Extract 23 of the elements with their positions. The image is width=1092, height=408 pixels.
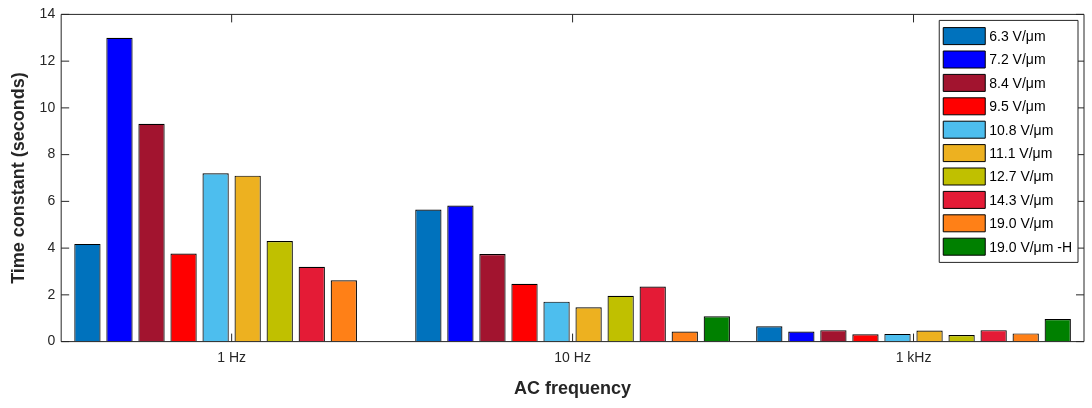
y-tick-label: 2	[47, 285, 56, 302]
legend-label: 9.5 V/μm	[989, 98, 1046, 115]
y-tick-label: 0	[47, 332, 56, 349]
legend-label: 14.3 V/μm	[989, 191, 1054, 208]
legend-label: 19.0 V/μm -H	[989, 238, 1073, 255]
legend-label: 10.8 V/μm	[989, 121, 1054, 138]
x-tick-label: 1 Hz	[217, 348, 247, 365]
legend-label: 11.1 V/μm	[989, 144, 1053, 161]
x-axis-title: AC frequency	[514, 378, 632, 399]
legend-label: 7.2 V/μm	[989, 51, 1046, 68]
y-tick-label: 8	[47, 145, 56, 162]
y-axis-title: Time constant (seconds)	[7, 72, 28, 284]
x-tick-label: 10 Hz	[554, 348, 591, 365]
legend-label: 19.0 V/μm	[989, 215, 1054, 232]
y-tick-label: 6	[47, 192, 56, 209]
y-tick-label: 4	[47, 238, 56, 255]
legend-label: 6.3 V/μm	[989, 27, 1046, 44]
y-tick-label: 10	[39, 98, 56, 115]
x-tick-label: 1 kHz	[895, 348, 932, 365]
legend-label: 12.7 V/μm	[989, 168, 1054, 185]
y-tick-label: 14	[39, 5, 56, 22]
legend-label: 8.4 V/μm	[989, 74, 1046, 91]
y-tick-label: 12	[39, 52, 56, 68]
